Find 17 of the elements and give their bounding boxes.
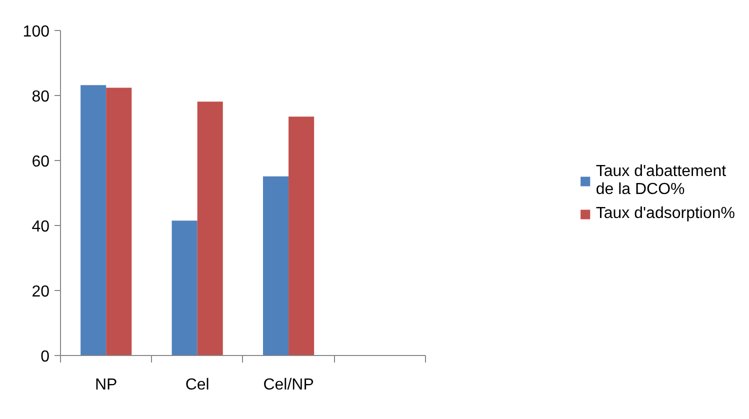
legend-label: Taux d'adsorption% [596, 204, 735, 222]
y-tick-label: 40 [32, 218, 50, 236]
x-tick-label: Cel [185, 376, 210, 394]
x-tick-label: Cel/NP [263, 376, 314, 394]
x-tick-label: NP [94, 376, 118, 394]
bar [263, 176, 289, 356]
bar [288, 116, 314, 356]
bar [197, 102, 223, 356]
y-tick-label: 60 [32, 154, 50, 170]
y-tick-label: 100 [22, 24, 50, 40]
y-tick-label: 20 [32, 284, 50, 300]
bar [172, 220, 198, 356]
y-tick-label: 0 [40, 348, 50, 366]
bar [106, 88, 132, 356]
y-tick-label: 80 [32, 88, 50, 106]
bar [80, 85, 106, 356]
legend-label: Taux d'abattement de la DCO% [596, 162, 726, 198]
